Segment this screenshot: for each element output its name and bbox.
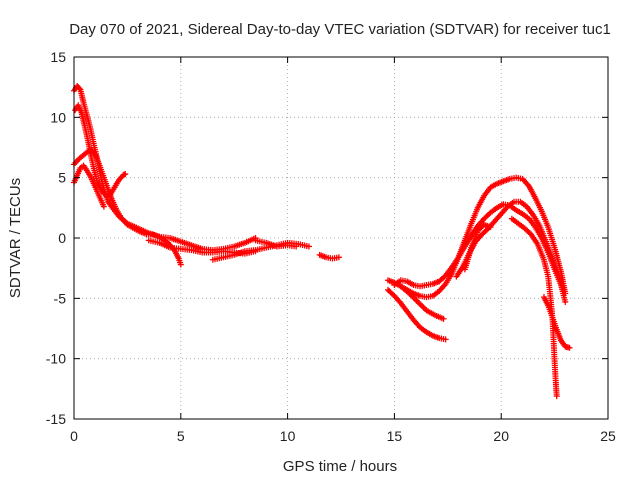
x-tick-label: 5 xyxy=(177,428,185,444)
series-track-j xyxy=(384,286,449,343)
y-tick-label: -5 xyxy=(54,290,67,306)
x-tick-label: 10 xyxy=(280,428,296,444)
y-axis-label: SDTVAR / TECUs xyxy=(7,178,24,298)
data-point-marker xyxy=(416,300,423,307)
data-point-marker xyxy=(442,336,449,343)
data-point-marker xyxy=(420,304,427,311)
x-axis-label: GPS time / hours xyxy=(283,458,397,475)
data-point-marker xyxy=(122,171,129,178)
series-track-l xyxy=(397,283,447,322)
data-point-marker xyxy=(305,243,312,250)
data-point-marker xyxy=(76,85,83,92)
series-track-h xyxy=(316,251,342,262)
y-tick-label: 15 xyxy=(50,49,66,65)
data-point-marker xyxy=(560,288,567,295)
data-point-marker xyxy=(414,298,421,305)
ticks: 0 5 10 15 20 25 -15 -10 -5 0 5 10 15 xyxy=(46,49,616,444)
y-tick-label: 10 xyxy=(50,109,66,125)
y-tick-label: 5 xyxy=(58,170,66,186)
series-track-p xyxy=(540,294,573,351)
data-point-marker xyxy=(419,303,426,310)
x-tick-label: 25 xyxy=(600,428,616,444)
series-track-g xyxy=(252,237,300,250)
grid xyxy=(74,57,608,419)
data-points xyxy=(71,82,573,400)
data-point-marker xyxy=(553,393,560,400)
data-point-marker xyxy=(335,254,342,261)
data-point-marker xyxy=(566,344,573,351)
data-point-marker xyxy=(562,298,569,305)
data-point-marker xyxy=(487,224,494,231)
series-track-n xyxy=(461,221,494,273)
x-tick-label: 0 xyxy=(70,428,78,444)
x-tick-label: 15 xyxy=(387,428,403,444)
y-tick-label: 0 xyxy=(58,230,66,246)
y-tick-label: -15 xyxy=(46,411,66,427)
chart-title: Day 070 of 2021, Sidereal Day-to-day VTE… xyxy=(69,21,611,38)
series-track-c xyxy=(71,146,184,268)
data-point-marker xyxy=(177,261,184,268)
data-point-marker xyxy=(440,315,447,322)
data-point-marker xyxy=(293,243,300,250)
x-tick-label: 20 xyxy=(493,428,509,444)
data-point-marker xyxy=(100,203,107,210)
y-tick-label: -10 xyxy=(46,351,66,367)
series-track-b xyxy=(72,102,129,199)
data-point-marker xyxy=(417,301,424,308)
